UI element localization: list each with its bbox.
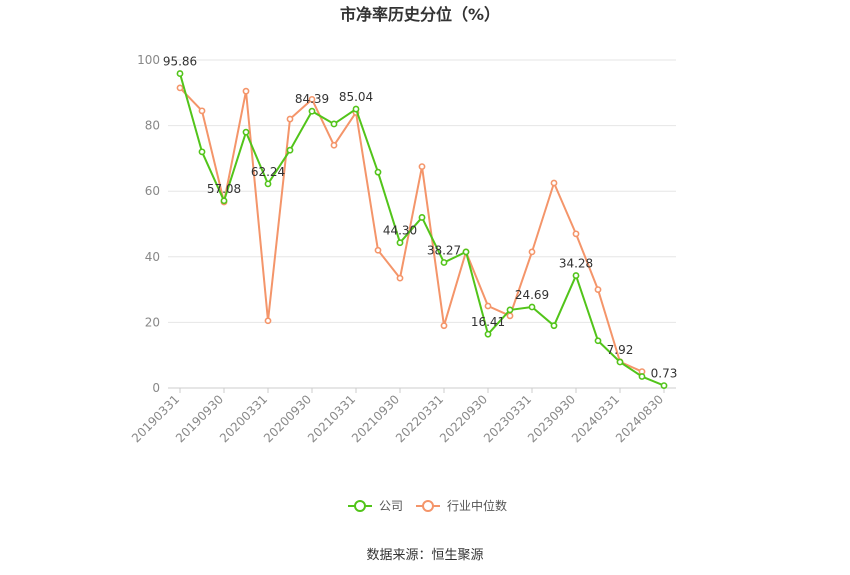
y-tick-label: 100 (137, 53, 160, 67)
data-labels: 95.86 57.08 62.24 84.39 85.04 44.30 38.27 16.41… (163, 55, 678, 381)
x-tick-label: 20240830 (613, 392, 666, 445)
data-label: 84.39 (295, 92, 329, 106)
data-point (550, 322, 558, 330)
y-tick-label: 60 (145, 184, 160, 198)
data-point (198, 107, 206, 115)
grid (168, 59, 676, 389)
data-point (440, 259, 448, 266)
legend-label: 行业中位数 (447, 498, 507, 513)
data-label: 0.73 (651, 367, 678, 381)
data-label: 57.08 (207, 182, 241, 196)
y-tick-label: 40 (145, 250, 160, 264)
data-point (616, 358, 624, 366)
data-point (484, 302, 492, 310)
data-label: 16.41 (471, 315, 505, 329)
data-point (242, 128, 250, 136)
data-label: 7.92 (607, 343, 634, 357)
data-point (396, 274, 404, 282)
data-point (594, 286, 602, 293)
data-point (572, 230, 580, 238)
data-point (528, 248, 536, 256)
data-point (308, 107, 316, 115)
y-tick-label: 20 (145, 315, 160, 329)
data-point (286, 115, 294, 123)
data-point (528, 303, 536, 311)
data-point (638, 373, 646, 380)
y-tick-label: 80 (145, 119, 160, 133)
series-company (176, 70, 668, 390)
series-line (179, 87, 643, 373)
data-point (374, 246, 382, 254)
chart-title: 市净率历史分位（%） (340, 5, 500, 24)
data-label: 85.04 (339, 90, 373, 104)
data-source: 数据来源：恒生聚源 (366, 548, 483, 563)
y-tick-label: 0 (152, 381, 160, 395)
data-point (352, 105, 360, 113)
series-layer (176, 70, 668, 390)
data-point (418, 163, 426, 170)
data-point (308, 95, 316, 103)
data-point (440, 322, 448, 330)
data-label: 24.69 (515, 288, 549, 302)
data-point (418, 214, 426, 221)
data-point (264, 180, 272, 188)
series-line (179, 73, 665, 387)
data-point (506, 306, 514, 314)
legend-item-company[interactable]: 公司 (348, 499, 403, 513)
legend-item-industry-median[interactable]: 行业中位数 (416, 498, 507, 513)
data-label: 44.30 (383, 224, 417, 238)
data-point (506, 312, 514, 320)
data-point (330, 120, 338, 128)
data-point (286, 146, 294, 154)
legend[interactable]: 公司 行业中位数 (348, 498, 507, 513)
data-label: 38.27 (427, 243, 461, 257)
data-point (396, 239, 404, 247)
data-label: 95.86 (163, 55, 197, 69)
data-point (462, 248, 470, 256)
data-point (594, 337, 602, 345)
data-point (484, 330, 492, 338)
data-label: 62.24 (251, 165, 285, 179)
data-point (242, 87, 250, 95)
x-axis: 2019033120190930202003312020093020210331… (129, 388, 666, 445)
data-point (572, 272, 580, 279)
data-point (660, 382, 668, 390)
data-point (176, 70, 184, 77)
data-point (176, 84, 184, 92)
data-point (374, 168, 382, 176)
data-label: 34.28 (559, 257, 593, 271)
data-point (198, 148, 206, 156)
legend-marker-icon (354, 500, 366, 512)
y-axis: 0 20 40 60 80 100 (137, 53, 160, 395)
data-point (264, 317, 272, 325)
data-point (550, 179, 558, 187)
legend-marker-icon (422, 500, 434, 512)
data-point (220, 197, 228, 205)
legend-label: 公司 (379, 499, 403, 513)
data-point (330, 141, 338, 149)
